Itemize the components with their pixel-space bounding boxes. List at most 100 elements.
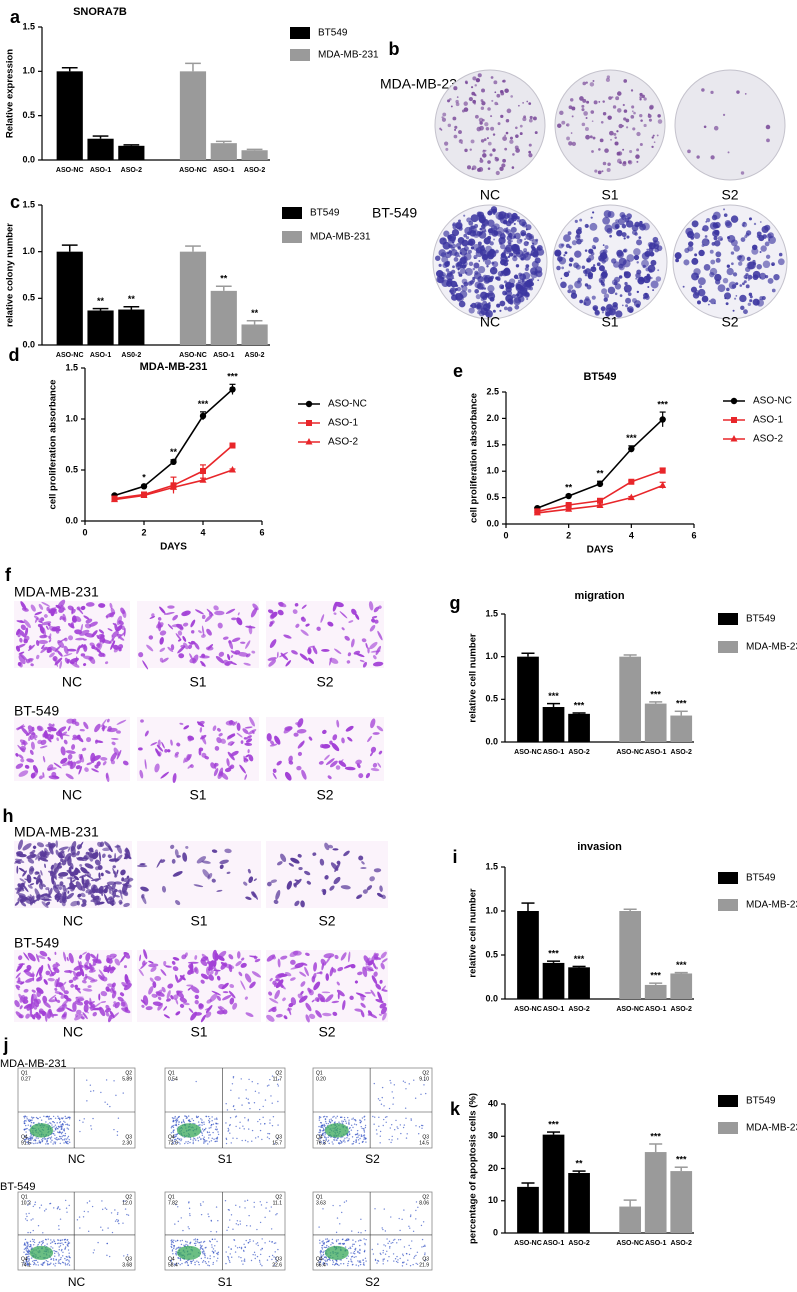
event bbox=[363, 1128, 364, 1129]
colony bbox=[530, 267, 538, 275]
colony bbox=[523, 272, 531, 280]
event bbox=[218, 1134, 219, 1135]
event bbox=[43, 1116, 44, 1117]
event bbox=[227, 1109, 228, 1110]
event bbox=[83, 1216, 84, 1217]
event bbox=[319, 1129, 320, 1130]
event bbox=[24, 1117, 25, 1118]
significance: *** bbox=[676, 699, 687, 709]
event bbox=[86, 1100, 87, 1101]
colony bbox=[501, 163, 505, 167]
colony bbox=[479, 126, 484, 131]
event bbox=[346, 1240, 347, 1241]
event bbox=[62, 1124, 63, 1125]
event bbox=[327, 1141, 328, 1142]
event bbox=[241, 1078, 242, 1079]
colony bbox=[607, 168, 611, 172]
event bbox=[385, 1245, 386, 1246]
event bbox=[63, 1135, 64, 1136]
event bbox=[106, 1255, 107, 1256]
event bbox=[209, 1132, 210, 1133]
event bbox=[64, 1258, 65, 1259]
event bbox=[359, 1138, 360, 1139]
colony bbox=[482, 228, 487, 233]
colony bbox=[537, 247, 541, 251]
colony bbox=[488, 302, 490, 304]
colony bbox=[519, 219, 526, 226]
legend-label: ASO-2 bbox=[753, 434, 783, 445]
event bbox=[352, 1244, 353, 1245]
event bbox=[409, 1227, 410, 1228]
colony bbox=[462, 240, 469, 247]
colony bbox=[694, 253, 697, 256]
event bbox=[359, 1143, 360, 1144]
colony bbox=[474, 103, 476, 105]
event bbox=[79, 1216, 80, 1217]
event bbox=[381, 1104, 382, 1105]
colony bbox=[495, 277, 498, 280]
colony bbox=[526, 252, 529, 255]
colony bbox=[738, 262, 742, 266]
colony bbox=[519, 254, 526, 261]
dense-cluster bbox=[177, 1123, 201, 1137]
event bbox=[233, 1106, 234, 1107]
legend-swatch bbox=[718, 872, 738, 884]
colony bbox=[514, 275, 518, 279]
stained-cell bbox=[215, 953, 219, 961]
colony bbox=[746, 284, 750, 288]
colony bbox=[586, 101, 589, 104]
colony bbox=[760, 221, 762, 223]
event bbox=[347, 1140, 348, 1141]
event bbox=[54, 1241, 55, 1242]
row-label: BT-549 bbox=[14, 935, 59, 951]
event bbox=[365, 1127, 366, 1128]
colony bbox=[481, 89, 485, 93]
event bbox=[318, 1126, 319, 1127]
event bbox=[53, 1239, 54, 1240]
event bbox=[47, 1143, 48, 1144]
event bbox=[64, 1242, 65, 1243]
event bbox=[415, 1210, 416, 1211]
event bbox=[123, 1255, 124, 1256]
colony bbox=[537, 279, 539, 281]
event bbox=[343, 1121, 344, 1122]
colony bbox=[486, 127, 490, 131]
image-label: S1 bbox=[601, 314, 618, 330]
x-tick-label: ASO-1 bbox=[543, 749, 565, 756]
event bbox=[355, 1241, 356, 1242]
event bbox=[356, 1264, 357, 1265]
event bbox=[106, 1209, 107, 1210]
event bbox=[214, 1245, 215, 1246]
significance: ** bbox=[596, 469, 604, 479]
event bbox=[364, 1250, 365, 1251]
event bbox=[348, 1119, 349, 1120]
event bbox=[177, 1247, 178, 1248]
event bbox=[175, 1249, 176, 1250]
event bbox=[35, 1142, 36, 1143]
bar bbox=[211, 291, 237, 345]
event bbox=[55, 1263, 56, 1264]
colony bbox=[487, 137, 489, 139]
event bbox=[201, 1133, 202, 1134]
event bbox=[203, 1121, 204, 1122]
x-tick-label: ASO-1 bbox=[645, 1240, 667, 1247]
event bbox=[376, 1262, 377, 1263]
bar bbox=[118, 146, 144, 160]
event bbox=[409, 1254, 410, 1255]
colony bbox=[572, 115, 574, 117]
event bbox=[403, 1209, 404, 1210]
colony bbox=[600, 280, 602, 282]
y-tick-label: 1.0 bbox=[485, 651, 498, 661]
colony bbox=[453, 225, 457, 229]
legend-swatch bbox=[718, 613, 738, 625]
colony bbox=[729, 282, 737, 290]
event bbox=[365, 1138, 366, 1139]
event bbox=[254, 1252, 255, 1253]
colony bbox=[747, 257, 751, 261]
event bbox=[265, 1207, 266, 1208]
event bbox=[37, 1262, 38, 1263]
event bbox=[386, 1238, 387, 1239]
colony bbox=[515, 148, 520, 153]
event bbox=[179, 1139, 180, 1140]
colony bbox=[779, 253, 783, 257]
